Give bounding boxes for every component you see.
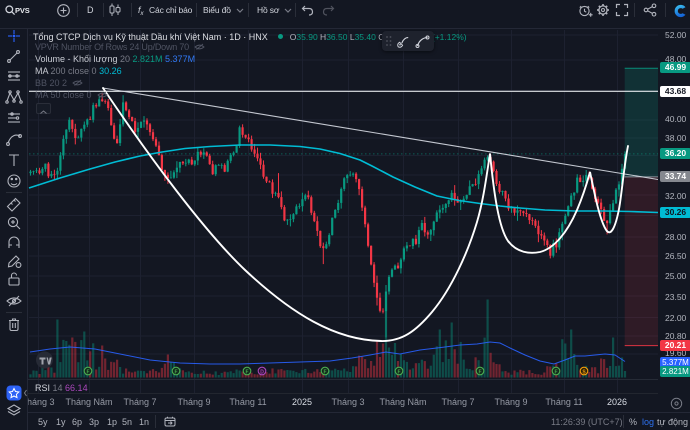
svg-text:F: F — [397, 369, 400, 375]
svg-text:F: F — [86, 369, 89, 375]
svg-text:F: F — [478, 369, 481, 375]
svg-text:F: F — [245, 369, 248, 375]
svg-text:D: D — [260, 369, 264, 375]
svg-text:F: F — [554, 369, 557, 375]
svg-text:F: F — [174, 369, 177, 375]
svg-text:S: S — [582, 369, 586, 375]
svg-text:F: F — [323, 369, 326, 375]
